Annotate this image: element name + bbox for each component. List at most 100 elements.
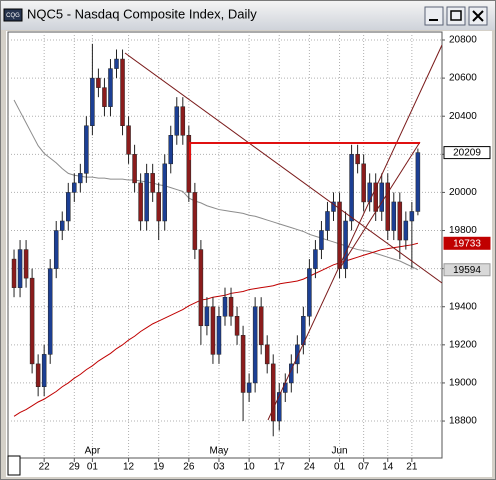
candle-body [337,201,342,269]
candle-body [186,135,192,193]
candle-body [246,382,252,393]
candle-body [84,125,89,174]
month-label: Jun [331,446,347,457]
x-tick-label: 14 [382,462,394,473]
candle-body [264,344,270,365]
month-label: May [210,446,229,457]
y-tick-label: 19800 [449,225,477,236]
candle-body [391,201,397,231]
trend-line [267,44,442,421]
candle-body [126,125,131,155]
candle-body [403,220,409,241]
candle-body [270,363,276,422]
labels: 1880019000192001940019600198002000020200… [39,35,491,473]
candle-body [150,173,155,193]
last-value-box [443,263,491,277]
candle-body [228,296,234,317]
app-icon-text: CQG [6,13,20,19]
candle-body [29,277,35,365]
candle-body [35,363,41,387]
candle-body [367,182,372,203]
candle-body [60,220,65,231]
y-tick-label: 19200 [449,339,477,350]
app-icon [3,8,23,22]
candle-body [53,230,59,269]
x-tick-label: 24 [304,462,316,473]
candle-body [23,249,29,279]
candle-body [319,230,324,250]
scroll-thumb[interactable] [7,455,21,476]
candle-body [313,249,318,269]
last-value-label: 19733 [453,238,481,249]
candle-body [180,106,186,136]
month-label: Apr [85,446,101,457]
candle-body [397,201,403,241]
candle-body [385,182,390,231]
x-tick-label: 17 [274,462,286,473]
trend-line [339,141,421,269]
candle-body [379,182,384,212]
y-tick-label: 20400 [449,111,477,122]
candle-body [156,192,161,222]
last-value-box [443,236,491,250]
x-tick-label: 26 [183,462,195,473]
candle-body [409,211,415,222]
candle-body [114,58,119,69]
plot-area [7,31,443,459]
candle-body [174,106,180,136]
candle-body [96,77,101,88]
window-title: NQC5 - Nasdaq Composite Index, Daily [27,6,257,21]
trend-line [124,52,442,284]
close-icon [472,10,484,22]
candle-body [234,316,240,336]
moving-average [13,242,419,417]
candle-body [192,192,198,250]
candle-body [120,58,125,126]
candle-body [355,154,360,165]
candle-body [210,306,216,355]
candle-body [108,68,113,107]
x-tick-label: 19 [153,462,165,473]
marks [11,43,421,437]
candle-body [72,182,77,193]
minimize-button[interactable] [424,6,444,26]
candle-body [198,249,204,327]
resistance-line [189,142,420,160]
candle-body [277,392,282,422]
candle-body [258,306,264,346]
x-tick-label: 12 [123,462,135,473]
y-tick-label: 19000 [449,378,477,389]
candle-body [307,268,312,317]
y-tick-label: 20000 [449,187,477,198]
candle-body [252,306,258,384]
window-buttons[interactable] [424,6,488,26]
candle-body [331,201,336,212]
candle-body [90,77,95,126]
drawings [124,44,442,421]
candle-body [132,154,137,184]
x-tick-label: 10 [244,462,256,473]
candle-body [216,316,222,355]
maximize-button[interactable] [446,6,466,26]
candle-body [144,173,149,222]
candle-body [162,163,167,222]
x-tick-label: 21 [406,462,418,473]
candle-body [78,173,83,184]
candle-body [361,163,366,203]
candle-body [47,268,53,355]
x-tick-label: 22 [39,462,51,473]
x-tick-label: 03 [213,462,225,473]
candle-body [283,382,288,393]
x-tick-label: 29 [69,462,81,473]
candle-body [102,87,107,107]
candle-body [325,211,330,231]
candle-body [240,335,246,393]
candle-body [204,306,210,327]
candle-body [11,258,17,288]
candle-body [415,152,421,212]
candle-body [17,249,23,288]
y-tick-label: 20800 [449,35,477,46]
last-value-label: 20209 [453,148,481,159]
